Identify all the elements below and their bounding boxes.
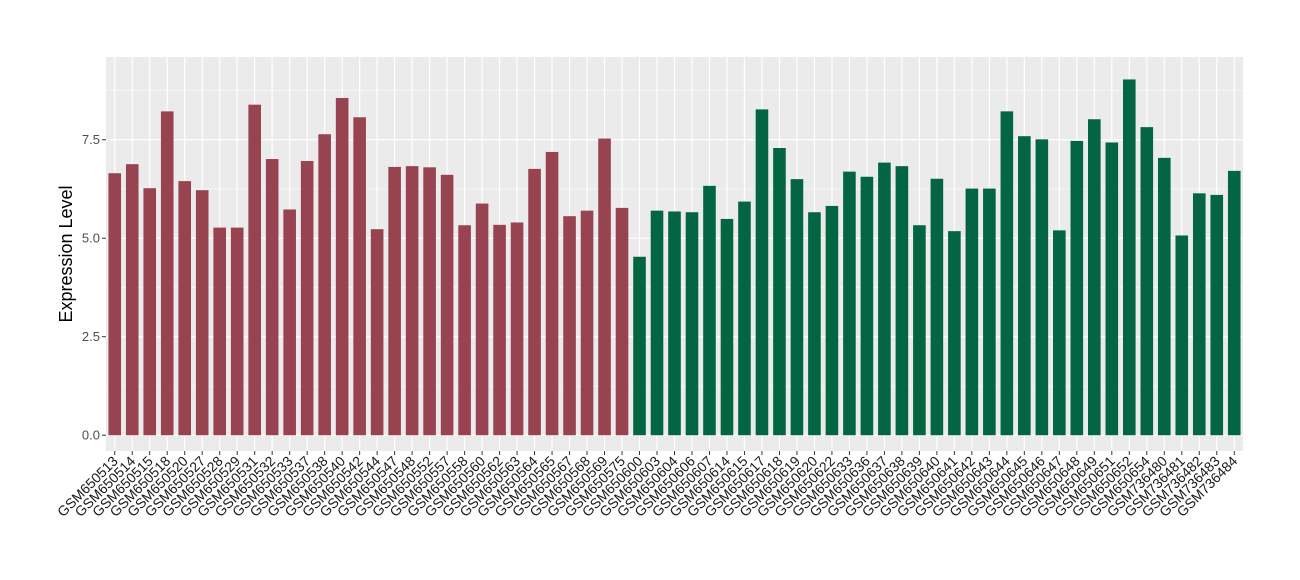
bar-GSM650569	[598, 138, 611, 436]
bar-GSM650529	[230, 227, 244, 436]
bar-GSM650615	[738, 201, 751, 436]
bar-GSM650531	[248, 104, 261, 436]
bar-GSM650645	[1018, 136, 1031, 436]
bar-GSM650647	[1053, 230, 1066, 436]
bar-GSM650514	[125, 164, 139, 436]
bar-GSM650620	[808, 212, 821, 436]
bar-GSM650643	[983, 188, 996, 436]
bar-GSM736482	[1192, 193, 1206, 436]
bar-GSM650640	[930, 178, 944, 436]
bar-GSM650651	[1105, 142, 1119, 436]
bar-GSM650513	[108, 173, 122, 436]
bar-GSM650639	[913, 225, 926, 436]
bar-GSM650619	[790, 179, 804, 436]
bar-GSM650560	[475, 203, 489, 436]
bar-GSM650614	[720, 218, 734, 436]
y-tick-label: 0.0	[82, 428, 100, 443]
bar-GSM650528	[213, 227, 226, 436]
bar-GSM650518	[160, 111, 174, 436]
bars	[108, 79, 1241, 436]
bar-GSM650636	[860, 176, 874, 436]
bar-GSM650646	[1035, 139, 1049, 436]
bar-GSM650520	[178, 181, 192, 436]
bar-GSM650557	[440, 174, 454, 436]
bar-GSM650540	[335, 97, 349, 436]
bar-GSM736484	[1227, 170, 1241, 436]
bar-GSM650568	[580, 210, 594, 436]
bar-GSM650533	[283, 209, 296, 436]
bar-GSM650527	[195, 190, 209, 436]
bar-GSM650565	[545, 151, 559, 436]
bar-GSM650642	[965, 188, 979, 436]
bar-GSM650567	[563, 216, 576, 436]
y-tick-label: 7.5	[82, 132, 100, 147]
bar-GSM650604	[668, 211, 681, 436]
bar-GSM650603	[650, 210, 664, 436]
bar-GSM650548	[405, 166, 419, 436]
bar-GSM650618	[773, 148, 786, 436]
bar-GSM650562	[493, 224, 506, 436]
bar-GSM650552	[423, 167, 436, 436]
bar-GSM650633	[843, 171, 856, 436]
bar-GSM650606	[685, 212, 699, 436]
bar-GSM650564	[528, 168, 541, 436]
bar-GSM650607	[703, 185, 716, 436]
bar-GSM650648	[1070, 140, 1084, 436]
y-tick-label: 5.0	[82, 231, 100, 246]
bar-GSM650575	[615, 207, 629, 436]
bar-GSM650532	[265, 159, 279, 436]
bar-GSM650617	[755, 109, 769, 436]
bar-GSM650515	[143, 188, 157, 436]
bar-GSM650644	[1000, 111, 1014, 436]
y-axis: 0.0 2.5 5.0 7.5	[82, 132, 106, 443]
bar-GSM650649	[1088, 119, 1101, 436]
bar-GSM650544	[370, 229, 384, 436]
bar-GSM650600	[633, 256, 646, 436]
bar-GSM650563	[510, 222, 524, 436]
bar-GSM650547	[388, 166, 401, 436]
bar-GSM650641	[948, 231, 961, 436]
bar-GSM650558	[458, 225, 471, 436]
bar-GSM650537	[300, 161, 314, 436]
bar-GSM736481	[1175, 235, 1189, 436]
x-axis: GSM650513GSM650514GSM650515GSM650518GSM6…	[54, 451, 1241, 520]
bar-GSM650542	[353, 117, 366, 436]
bar-GSM736480	[1157, 157, 1171, 436]
bar-GSM650652	[1123, 79, 1136, 436]
y-axis-title: Expression Level	[56, 185, 76, 322]
bar-GSM650538	[318, 134, 331, 436]
y-tick-label: 2.5	[82, 329, 100, 344]
bar-GSM650637	[878, 162, 891, 436]
bar-GSM650654	[1140, 127, 1154, 436]
bar-GSM650622	[825, 205, 839, 436]
bar-GSM736483	[1210, 194, 1224, 436]
bar-GSM650638	[895, 166, 909, 436]
